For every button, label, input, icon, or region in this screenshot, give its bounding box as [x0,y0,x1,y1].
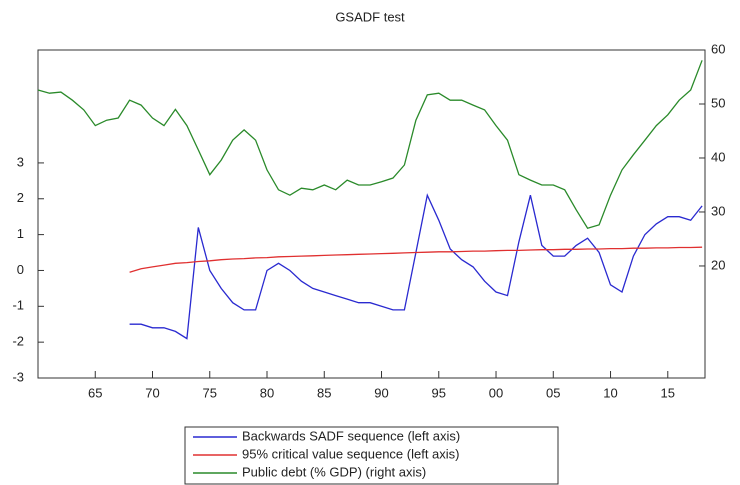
legend-label: Public debt (% GDP) (right axis) [242,464,426,479]
x-tick-label: 95 [432,385,446,400]
y2-tick-label: 30 [711,203,725,218]
y2-tick-label: 60 [711,41,725,56]
plot-frame [37,49,706,379]
y-tick-label: 3 [17,154,24,169]
legend-label: 95% critical value sequence (left axis) [242,446,460,461]
series-line [37,60,703,229]
series-line [129,246,703,273]
x-tick-label: 65 [88,385,102,400]
y-tick-label: -3 [12,369,24,384]
legend [184,426,559,485]
x-tick-label: 10 [603,385,617,400]
y2-tick-label: 40 [711,149,725,164]
x-tick-label: 85 [317,385,331,400]
y2-tick-label: 20 [711,257,725,272]
y-tick-label: -2 [12,334,24,349]
x-tick-label: 70 [145,385,159,400]
x-tick-label: 00 [489,385,503,400]
y-tick-label: 0 [17,262,24,277]
x-tick-label: 90 [374,385,388,400]
legend-label: Backwards SADF sequence (left axis) [242,428,460,443]
y-tick-label: -1 [12,298,24,313]
series-line [129,193,703,340]
y-tick-label: 1 [17,226,24,241]
x-tick-label: 05 [546,385,560,400]
x-tick-label: 15 [661,385,675,400]
chart-title: GSADF test [335,9,405,24]
x-tick-label: 80 [260,385,274,400]
y2-tick-label: 50 [711,95,725,110]
x-tick-label: 75 [203,385,217,400]
y-tick-label: 2 [17,190,24,205]
